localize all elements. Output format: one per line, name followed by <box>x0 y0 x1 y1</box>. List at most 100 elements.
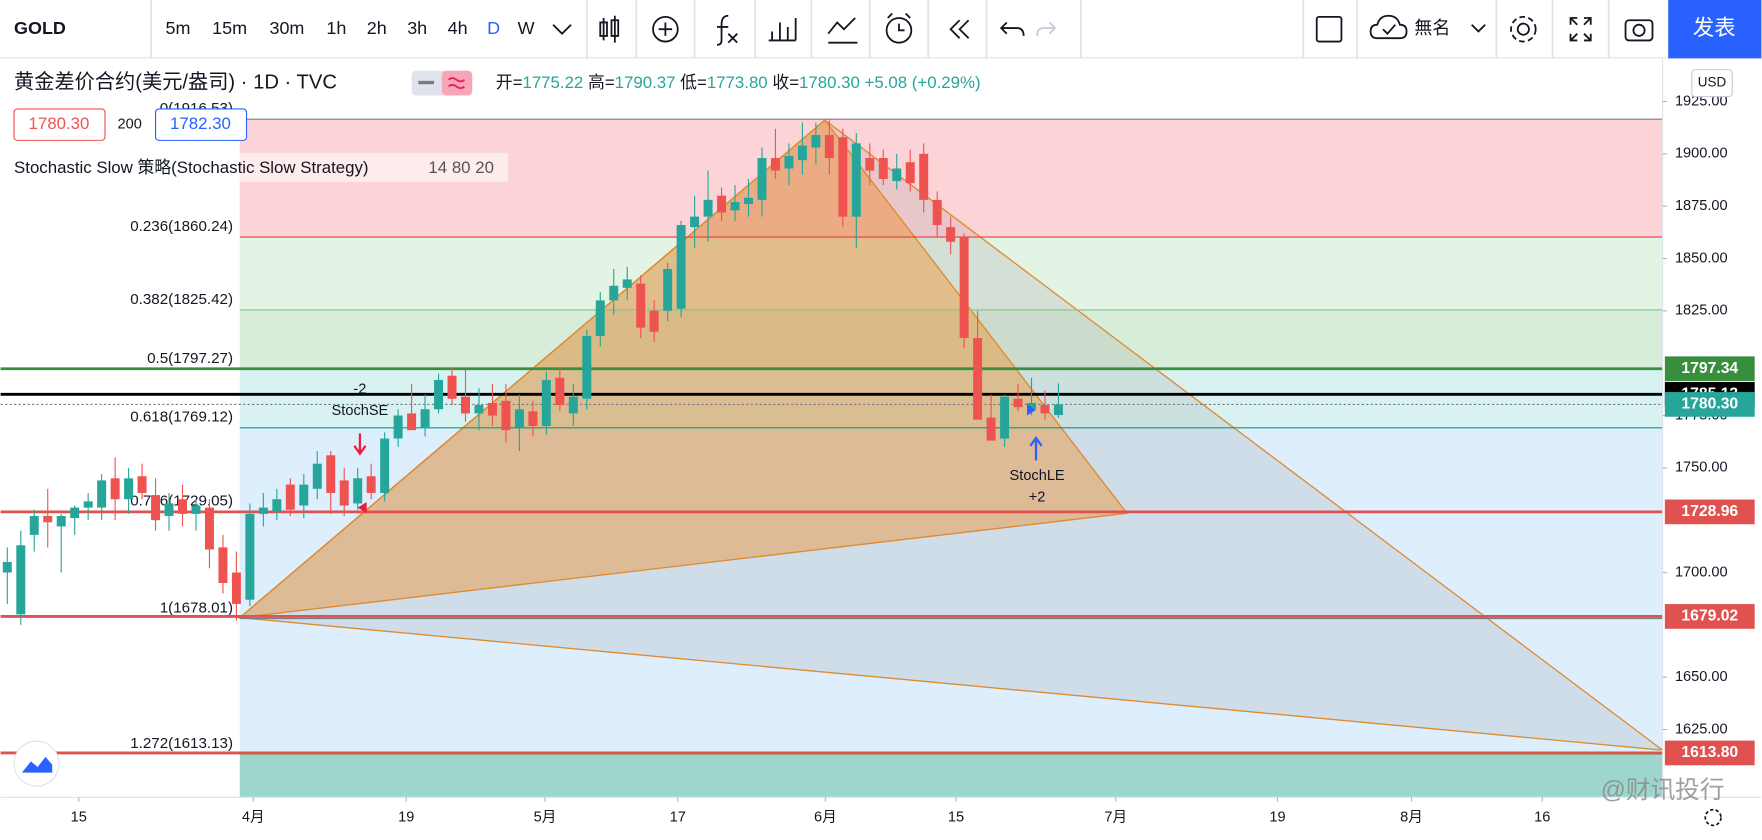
candle-body <box>905 162 915 184</box>
dropdown-icon[interactable] <box>1471 24 1486 33</box>
price-label: 1613.80 <box>1681 744 1738 761</box>
fib-label: 0.382(1825.42) <box>130 291 233 308</box>
ohlc-label: 开= <box>496 74 523 93</box>
bid[interactable]: 1780.30 <box>29 114 90 133</box>
candle-body <box>838 137 848 217</box>
signal-name: StochSE <box>332 403 389 419</box>
candle-body <box>973 338 983 420</box>
candles-icon[interactable] <box>599 15 620 43</box>
price-label: 1728.96 <box>1681 503 1738 520</box>
alert-icon-hands <box>887 12 911 32</box>
symbol[interactable]: GOLD <box>14 18 66 38</box>
candle-body <box>555 377 565 406</box>
legend-toggle-on[interactable] <box>441 70 473 96</box>
settings-icon[interactable] <box>1704 808 1722 827</box>
ohlc-label: 高= <box>588 74 615 93</box>
logo-mark <box>21 756 53 773</box>
candle-body <box>56 515 66 527</box>
bars-icon[interactable] <box>768 17 797 42</box>
interval[interactable]: W <box>518 18 535 38</box>
ohlc-label: 收= <box>772 74 799 93</box>
interval[interactable]: D <box>487 18 500 38</box>
strategy-name[interactable]: Stochastic Slow 策略(Stochastic Slow Strat… <box>14 158 368 177</box>
candle-body <box>97 480 107 508</box>
fib-band <box>239 511 1663 619</box>
interval[interactable]: 15m <box>212 18 247 38</box>
alert-icon[interactable] <box>885 17 913 44</box>
candle-body <box>797 145 807 161</box>
candle-body <box>1040 405 1050 414</box>
fib-label: 1(1678.01) <box>160 599 233 616</box>
dropdown-icon[interactable] <box>552 24 572 35</box>
fib-band <box>239 309 1663 369</box>
candle-body <box>366 476 376 493</box>
ohlc-value: 1780.30 <box>799 74 860 93</box>
candle-body <box>326 455 336 493</box>
interval[interactable]: 3h <box>407 18 427 38</box>
replay-icon[interactable] <box>949 19 970 39</box>
interval[interactable]: 1h <box>326 18 346 38</box>
toolbar-icons <box>150 0 1654 59</box>
logo-circle <box>13 740 60 787</box>
settings-icon[interactable] <box>1516 22 1530 36</box>
price-label-box <box>1664 499 1755 525</box>
redo-icon[interactable] <box>1036 21 1057 36</box>
interval[interactable]: 5m <box>166 18 191 38</box>
candle-body <box>757 158 767 200</box>
bid-box[interactable] <box>13 108 106 141</box>
interval[interactable]: 2h <box>367 18 387 38</box>
candle-body <box>690 216 700 228</box>
strategy-params: 14 80 20 <box>428 158 494 177</box>
candle-body <box>770 158 780 171</box>
currency[interactable]: USD <box>1698 75 1727 90</box>
logo[interactable] <box>13 740 60 787</box>
y-tick-label: 1900.00 <box>1675 146 1728 162</box>
ask[interactable]: 1782.30 <box>170 114 231 133</box>
compare-icon[interactable] <box>827 17 858 44</box>
toolbar <box>0 0 1762 59</box>
candle-body <box>811 135 821 148</box>
candle-body <box>151 495 161 521</box>
candle-body <box>946 227 956 242</box>
price-label-box <box>1664 604 1755 629</box>
signals: -2 StochSE StochLE +2 <box>332 382 1065 514</box>
interval[interactable]: 4h <box>448 18 468 38</box>
candle-body <box>919 153 929 200</box>
price-label-box <box>1664 356 1755 382</box>
cloud-icon[interactable] <box>1369 14 1408 40</box>
strategy-bg <box>7 152 509 182</box>
candle-body <box>110 478 120 500</box>
candle-body <box>1053 404 1063 416</box>
candle-body <box>447 375 457 399</box>
candle-body <box>609 285 619 301</box>
candle-body <box>43 515 53 523</box>
price-label: 1679.02 <box>1681 608 1738 625</box>
add-icon[interactable] <box>652 15 679 43</box>
candle-body <box>178 499 187 514</box>
interval[interactable]: 30m <box>269 18 304 38</box>
publish-button[interactable] <box>1668 0 1762 59</box>
publish-label[interactable]: 发表 <box>1693 16 1736 40</box>
ohlc-value: 1775.22 <box>522 74 583 93</box>
fullscreen-icon[interactable] <box>1569 17 1592 42</box>
x-tick-label: 6月 <box>814 809 837 825</box>
candle-body <box>29 515 39 535</box>
candle-body <box>124 478 134 500</box>
sell-arrow <box>353 433 367 456</box>
indicator-icon[interactable] <box>716 14 738 46</box>
undo-icon[interactable] <box>999 21 1025 36</box>
add-icon-plus <box>658 22 673 36</box>
ask-box[interactable] <box>154 108 248 141</box>
candle-body <box>420 409 430 429</box>
layout-icon[interactable] <box>1315 15 1343 43</box>
price-label: 1797.34 <box>1681 360 1738 377</box>
candle-body <box>851 143 861 217</box>
layout-name[interactable]: 無名 <box>1414 18 1450 38</box>
x-tick-label: 19 <box>1269 809 1285 825</box>
ohlc-label: 低= <box>680 74 707 93</box>
candle-body <box>595 300 605 336</box>
signal-qty: -2 <box>353 382 366 398</box>
y-tick-label: 1850.00 <box>1675 250 1728 266</box>
snapshot-icon[interactable] <box>1624 19 1654 42</box>
currency-box[interactable] <box>1691 69 1733 98</box>
